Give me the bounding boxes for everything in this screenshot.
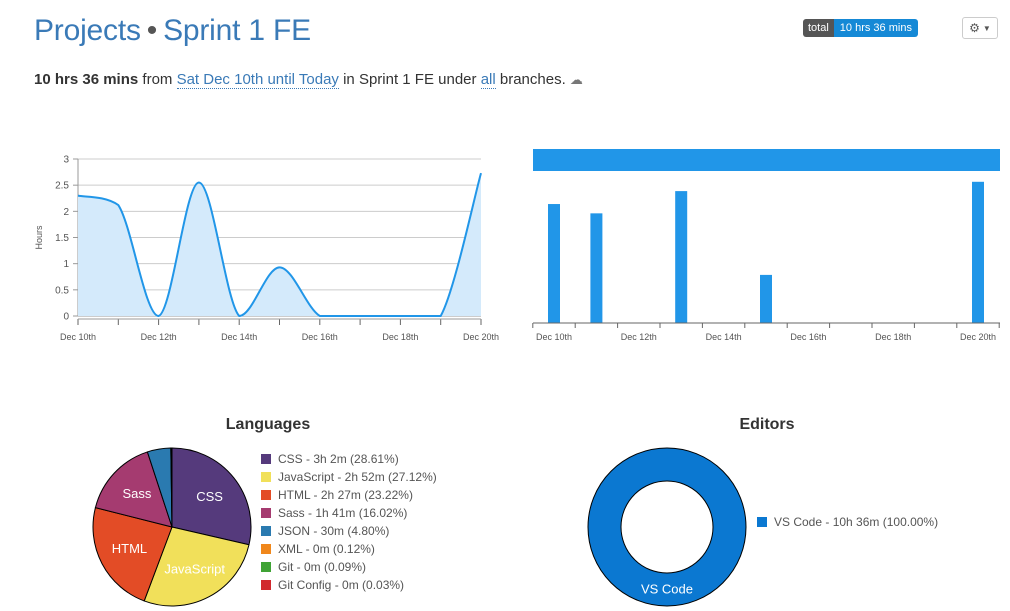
x-tick-label: Dec 12th (141, 332, 177, 342)
y-tick-label: 0.5 (55, 285, 69, 296)
x-tick-label: Dec 14th (221, 332, 257, 342)
legend-swatch (261, 562, 271, 572)
legend-swatch (757, 517, 767, 527)
summary-in: in (343, 71, 355, 88)
legend-swatch (261, 454, 271, 464)
legend-entry: Git Config - 0m (0.03%) (278, 578, 404, 592)
date-range-link[interactable]: Sat Dec 10th until Today (176, 71, 339, 89)
settings-dropdown-button[interactable]: ⚙ ▼ (962, 17, 998, 39)
chart-title: Languages (226, 416, 311, 433)
x-tick-label: Dec 20th (463, 332, 499, 342)
x-tick-label: Dec 10th (536, 332, 572, 342)
summary-under: under (438, 71, 477, 88)
pie-slice (94, 451, 173, 528)
legend-entry: Git - 0m (0.09%) (278, 560, 366, 574)
legend-entry: JSON - 30m (4.80%) (278, 524, 389, 538)
slice-label: JavaScript (164, 561, 225, 576)
legend-entry: HTML - 2h 27m (23.22%) (278, 488, 413, 502)
chart-title: Editors (739, 416, 794, 433)
bar (972, 181, 984, 323)
pie-slice (92, 507, 173, 602)
summary-project: Sprint 1 FE (358, 71, 434, 88)
slice-label: Sass (122, 486, 151, 501)
summary-branches: branches. (499, 71, 566, 88)
summary-line: 10 hrs 36 mins from Sat Dec 10th until T… (34, 71, 583, 89)
y-tick-label: 3 (63, 155, 69, 166)
bar (675, 191, 688, 323)
y-tick-label: 1 (63, 259, 69, 270)
bar (760, 274, 772, 323)
legend-entry: XML - 0m (0.12%) (278, 542, 375, 556)
x-tick-label: Dec 12th (621, 332, 657, 342)
y-tick-label: 2.5 (55, 181, 69, 192)
gear-icon: ⚙ (969, 21, 980, 35)
x-tick-label: Dec 14th (706, 332, 742, 342)
y-axis-title: Hours (34, 225, 44, 250)
legend-swatch (261, 580, 271, 590)
bar (590, 213, 603, 323)
y-tick-label: 2 (63, 207, 69, 218)
x-tick-label: Dec 20th (960, 332, 996, 342)
page-title: Projects • Sprint 1 FE (34, 14, 311, 48)
area-fill (78, 173, 481, 316)
cloud-download-icon[interactable]: ☁ (569, 72, 583, 87)
branches-link[interactable]: all (480, 71, 496, 89)
total-badge-value: 10 hrs 36 mins (833, 19, 918, 37)
bar-chart-banner (533, 149, 1000, 171)
area-series-line (77, 172, 482, 318)
projects-link[interactable]: Projects (34, 14, 141, 47)
title-separator: • (146, 14, 158, 47)
summary-duration: 10 hrs 36 mins (34, 71, 139, 88)
legend-swatch (261, 472, 271, 482)
slice-label: VS Code (641, 582, 693, 597)
total-badge: total 10 hrs 36 mins (803, 19, 918, 37)
legend-entry: JavaScript - 2h 52m (27.12%) (278, 470, 437, 484)
x-tick-label: Dec 18th (875, 332, 911, 342)
legend-entry: CSS - 3h 2m (28.61%) (278, 452, 399, 466)
legend-swatch (261, 544, 271, 554)
editors-donut-chart: Editors VS Code VS Code - 10h 36m (100.00%… (587, 416, 938, 607)
x-tick-label: Dec 18th (382, 332, 418, 342)
slice-label: HTML (112, 541, 147, 556)
legend-entry: VS Code - 10h 36m (100.00%) (774, 515, 938, 529)
y-tick-label: 1.5 (55, 233, 69, 244)
hours-bar-chart: Dec 10th Dec 12th Dec 14th Dec 16th Dec 18th… (532, 149, 1000, 342)
hours-area-chart: 0 0.5 1 1.5 2 2.5 3 Hours Dec 10th Dec 12th Dec 14… (34, 155, 499, 343)
pie-slice (143, 526, 250, 607)
legend-entry: Sass - 1h 41m (16.02%) (278, 506, 407, 520)
y-tick-label: 0 (63, 312, 69, 323)
caret-down-icon: ▼ (982, 23, 991, 33)
donut-hole (620, 480, 714, 574)
project-name-link[interactable]: Sprint 1 FE (163, 14, 311, 47)
legend-swatch (261, 526, 271, 536)
languages-pie-chart: Languages CSS JavaScript HTML Sass CSS - 3h 2… (92, 416, 437, 607)
legend-swatch (261, 508, 271, 518)
x-tick-label: Dec 16th (790, 332, 826, 342)
x-tick-label: Dec 10th (60, 332, 96, 342)
legend-swatch (261, 490, 271, 500)
pie-slice (171, 447, 252, 546)
slice-label: CSS (196, 489, 223, 504)
summary-from: from (142, 71, 173, 88)
total-badge-label: total (803, 19, 834, 37)
x-tick-label: Dec 16th (302, 332, 338, 342)
bar (548, 204, 560, 323)
